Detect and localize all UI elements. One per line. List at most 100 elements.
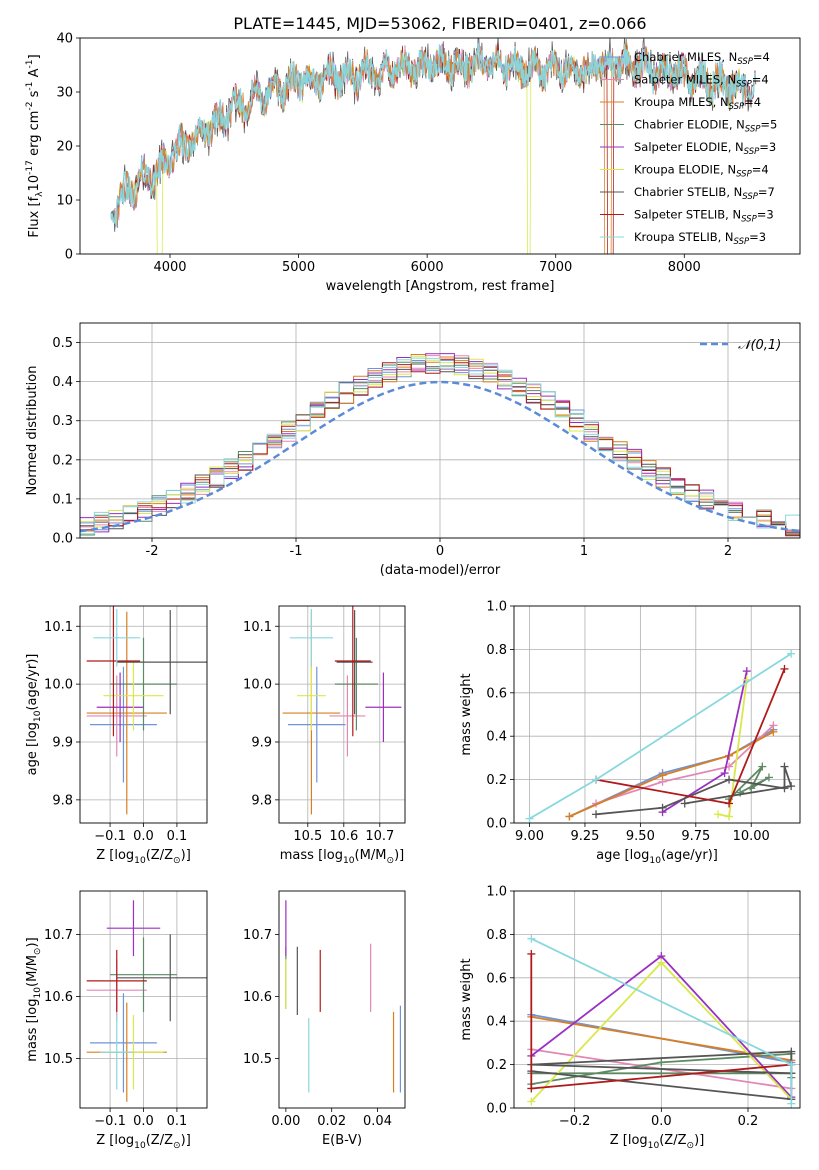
y-tick-label: 9.8: [52, 793, 73, 808]
weight-marker-kroupa-stelib: [787, 649, 796, 658]
y-tick-label: 10.1: [243, 620, 272, 635]
y-axis-label: mass [log10​(M/M⊙​)]: [25, 937, 43, 1061]
plot-frame: [79, 322, 801, 539]
histogram-kroupa-stelib: [80, 357, 800, 535]
weight-marker-kroupa-miles: [565, 812, 574, 821]
weight-marker-kroupa-stelib: [592, 775, 601, 784]
axes-age-vs-mass: 10.5 10.6 10.7 9.8 9.9 10.0 10.1 mass [log10​(M…: [243, 605, 406, 866]
y-tick-label: 0.1: [52, 492, 73, 507]
errorbar-kroupa-miles: [86, 611, 167, 815]
x-tick-label: 10.6: [329, 829, 358, 844]
weight-marker-kroupa-elodie: [725, 812, 734, 821]
x-tick-label: 0.04: [363, 1114, 392, 1129]
weight-marker-kroupa-elodie: [527, 1097, 536, 1106]
y-tick-label: 10.1: [44, 620, 73, 635]
x-tick-label: -1: [290, 544, 303, 559]
errorbar-chabrier-stelib: [116, 610, 207, 715]
y-tick-label: 10.7: [44, 928, 73, 943]
x-tick-label: 6000: [411, 260, 444, 275]
weight-marker-chabrier-elodie: [657, 1058, 666, 1067]
errorbar-chabrier-stelib: [336, 610, 373, 715]
weight-marker-kroupa-elodie: [713, 810, 722, 819]
x-tick-label: 5000: [282, 260, 315, 275]
legend-entry-salpeter-miles: Salpeter MILES, NSSP=4: [634, 73, 769, 90]
x-tick-label: 1: [580, 544, 588, 559]
legend-entry-kroupa-miles: Kroupa MILES, NSSP=4: [634, 95, 761, 112]
x-axis-label: Z [log10​(Z/Z⊙​)]: [610, 1133, 705, 1151]
axes-mass-vs-z: −0.1 0.0 0.1 10.5 10.6 10.7 Z [log10​(Z/Z⊙​)] m…: [25, 890, 208, 1151]
errorbar-kroupa-elodie: [103, 660, 164, 731]
x-tick-label: 0.00: [271, 1114, 300, 1129]
x-tick-label: 10.5: [293, 829, 322, 844]
legend-entry-salpeter-stelib: Salpeter STELIB, NSSP=3: [634, 208, 774, 225]
y-tick-label: 9.9: [251, 735, 272, 750]
y-tick-label: 10.7: [243, 928, 272, 943]
weight-marker-chabrier-stelib: [592, 810, 601, 819]
y-tick-label: 0.8: [486, 928, 507, 943]
x-tick-label: −0.1: [94, 829, 126, 844]
x-tick-label: 9.75: [681, 829, 710, 844]
weight-marker-chabrier-elodie: [747, 784, 756, 793]
x-axis-label: E(B-V): [322, 1133, 362, 1148]
weight-line-kroupa-miles: [569, 731, 774, 818]
y-tick-label: 0.2: [486, 773, 507, 788]
errorbar-salpeter-elodie: [365, 672, 402, 742]
y-tick-label: 10.6: [44, 990, 73, 1005]
y-axis-label: Normed distribution: [25, 366, 40, 496]
x-tick-label: 0: [436, 544, 444, 559]
y-tick-label: 0.4: [52, 375, 73, 390]
weight-marker-chabrier-stelib: [787, 1047, 796, 1056]
y-tick-label: 10: [56, 194, 73, 209]
plot-frame: [513, 605, 801, 824]
y-tick-label: 0.0: [486, 1102, 507, 1117]
axes-spectrum: 4000 5000 6000 7000 8000 0 10 20 30 40 wavelength …: [25, 32, 801, 294]
weight-marker-chabrier-stelib: [780, 762, 789, 771]
y-tick-label: 1.0: [486, 885, 507, 900]
weight-marker-chabrier-stelib: [780, 784, 789, 793]
y-tick-label: 0.4: [486, 1015, 507, 1030]
errorbar-kroupa-stelib: [289, 608, 333, 667]
weight-marker-kroupa-stelib: [525, 814, 534, 823]
y-tick-label: 0.8: [486, 643, 507, 658]
errorbar-salpeter-stelib: [86, 606, 141, 737]
legend-entry-chabrier-miles: Chabrier MILES, NSSP=4: [634, 50, 770, 67]
y-tick-label: 10.6: [243, 990, 272, 1005]
y-tick-label: 0.2: [52, 453, 73, 468]
y-axis-label: Flux [fλ​10-17​ erg cm-2​ s-1​ A-1​]: [25, 54, 45, 237]
legend-entry-chabrier-stelib: Chabrier STELIB, NSSP=7: [634, 185, 775, 202]
weight-line-salpeter-miles: [595, 724, 775, 805]
errorbar-chabrier-miles: [90, 666, 157, 783]
axes-mass-vs-ebv: 0.00 0.02 0.04 10.5 10.6 10.7 E(B-V): [243, 890, 406, 1148]
y-tick-label: 10.5: [44, 1052, 73, 1067]
x-tick-label: 0.0: [133, 1114, 154, 1129]
weight-marker-salpeter-stelib: [780, 664, 789, 673]
errorbar-salpeter-miles: [329, 675, 366, 757]
errorbar-kroupa-stelib: [100, 1015, 134, 1090]
weight-marker-salpeter-elodie: [742, 667, 751, 676]
legend-entry-normal: 𝒩(0,1): [738, 338, 781, 353]
y-tick-label: 0: [65, 248, 73, 263]
plot-frame: [79, 890, 208, 1109]
errorbar-salpeter-miles: [86, 675, 147, 757]
x-tick-label: 10.00: [733, 829, 770, 844]
y-tick-label: 1.0: [486, 600, 507, 615]
y-tick-label: 0.2: [486, 1058, 507, 1073]
x-tick-label: 0.2: [738, 1114, 759, 1129]
errorbar-salpeter-stelib: [86, 949, 147, 1012]
errorbar-chabrier-stelib: [116, 934, 207, 1022]
weight-marker-salpeter-stelib: [527, 949, 536, 958]
weight-marker-chabrier-stelib: [658, 803, 667, 812]
x-tick-label: 0.0: [651, 1114, 672, 1129]
x-tick-label: 10.7: [365, 829, 394, 844]
errorbar-chabrier-elodie: [334, 637, 378, 731]
x-tick-label: 9.00: [515, 829, 544, 844]
y-tick-label: 0.4: [486, 730, 507, 745]
y-tick-label: 10.0: [243, 678, 272, 693]
y-tick-label: 0.5: [52, 336, 73, 351]
x-axis-label: Z [log10​(Z/Z⊙​)]: [96, 848, 191, 866]
weight-marker-kroupa-stelib: [787, 1099, 796, 1108]
errorbar-chabrier-elodie: [110, 937, 177, 1012]
weight-marker-salpeter-stelib: [527, 1084, 536, 1093]
x-axis-label: Z [log10​(Z/Z⊙​)]: [96, 1133, 191, 1151]
